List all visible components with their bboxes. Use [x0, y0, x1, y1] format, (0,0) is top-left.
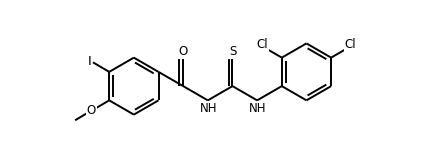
- Text: Cl: Cl: [345, 38, 356, 51]
- Text: S: S: [229, 46, 236, 58]
- Text: NH: NH: [200, 102, 217, 115]
- Text: O: O: [87, 104, 96, 117]
- Text: NH: NH: [249, 102, 267, 115]
- Text: I: I: [87, 55, 91, 68]
- Text: O: O: [178, 46, 188, 58]
- Text: Cl: Cl: [257, 38, 268, 51]
